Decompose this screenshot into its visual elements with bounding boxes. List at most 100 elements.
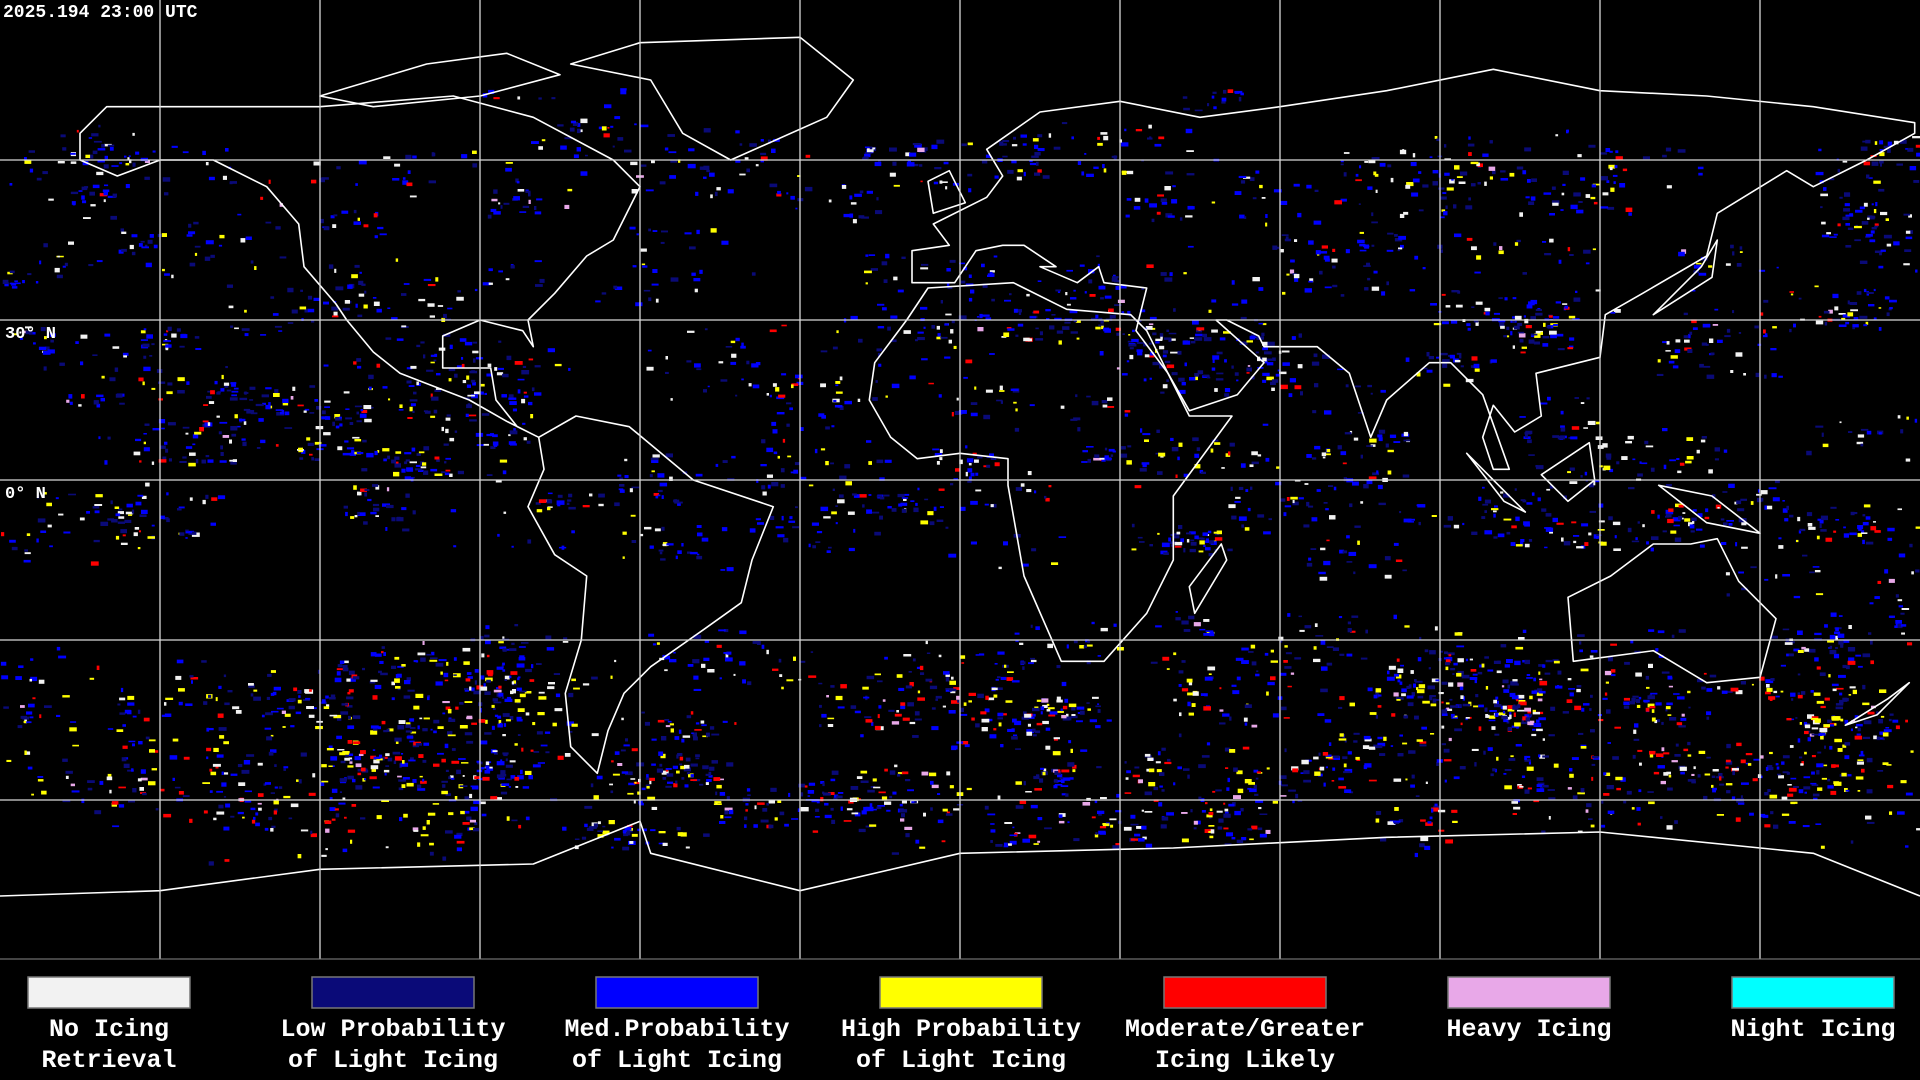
- icing-speckle: [1241, 647, 1249, 651]
- icing-speckle: [1769, 751, 1773, 755]
- icing-speckle: [416, 344, 421, 348]
- icing-speckle: [1376, 470, 1379, 474]
- icing-speckle: [448, 367, 456, 372]
- icing-speckle: [948, 339, 952, 344]
- icing-speckle: [1529, 695, 1533, 700]
- icing-speckle: [1515, 744, 1522, 747]
- icing-speckle: [968, 188, 972, 193]
- icing-speckle: [1835, 635, 1838, 641]
- icing-speckle: [97, 148, 106, 151]
- icing-speckle: [230, 426, 238, 431]
- icing-speckle: [1225, 453, 1231, 457]
- icing-speckle: [37, 518, 46, 523]
- icing-speckle: [168, 458, 172, 462]
- icing-speckle: [24, 549, 28, 552]
- icing-speckle: [752, 384, 760, 389]
- icing-speckle: [1152, 361, 1161, 366]
- icing-speckle: [1569, 692, 1574, 697]
- icing-speckle: [1591, 184, 1596, 188]
- icing-speckle: [665, 371, 669, 374]
- icing-speckle: [1786, 718, 1792, 721]
- icing-speckle: [339, 778, 347, 783]
- icing-speckle: [1451, 179, 1454, 181]
- icing-speckle: [724, 810, 729, 815]
- icing-speckle: [985, 154, 992, 158]
- icing-speckle: [1737, 802, 1745, 805]
- icing-speckle: [1019, 642, 1024, 645]
- icing-speckle: [27, 273, 32, 276]
- icing-speckle: [405, 493, 410, 498]
- icing-speckle: [1558, 259, 1562, 264]
- icing-speckle: [1099, 457, 1106, 460]
- icing-speckle: [1101, 400, 1108, 404]
- icing-speckle: [703, 833, 710, 837]
- icing-speckle: [1126, 770, 1131, 774]
- icing-speckle: [897, 773, 901, 777]
- icing-speckle: [1784, 642, 1793, 645]
- icing-speckle: [966, 787, 972, 791]
- icing-speckle: [290, 803, 299, 808]
- icing-speckle: [745, 803, 749, 806]
- icing-speckle: [1524, 789, 1530, 794]
- icing-speckle: [430, 393, 433, 398]
- icing-speckle: [207, 422, 211, 426]
- icing-speckle: [1241, 660, 1249, 664]
- icing-speckle: [931, 726, 939, 731]
- icing-speckle: [1183, 768, 1190, 771]
- icing-speckle: [725, 653, 729, 658]
- icing-speckle: [613, 285, 618, 289]
- icing-speckle: [1493, 513, 1496, 518]
- icing-speckle: [1600, 206, 1609, 209]
- icing-speckle: [68, 493, 76, 496]
- icing-speckle: [1322, 453, 1331, 456]
- icing-speckle: [1203, 544, 1206, 547]
- icing-speckle: [534, 392, 542, 396]
- icing-speckle: [920, 180, 923, 183]
- icing-speckle: [1868, 632, 1872, 635]
- icing-speckle: [854, 193, 862, 197]
- icing-speckle: [321, 410, 326, 415]
- icing-speckle: [464, 732, 473, 736]
- icing-speckle: [1308, 280, 1313, 283]
- icing-speckle: [1178, 684, 1182, 687]
- icing-speckle: [442, 712, 446, 715]
- icing-speckle: [1836, 687, 1844, 690]
- icing-speckle: [161, 427, 165, 430]
- icing-speckle: [283, 795, 291, 799]
- icing-speckle: [1345, 384, 1349, 388]
- icing-speckle: [1869, 239, 1876, 243]
- icing-speckle: [1506, 326, 1510, 331]
- icing-speckle: [1205, 802, 1208, 805]
- icing-speckle: [49, 333, 56, 337]
- icing-speckle: [403, 695, 411, 699]
- icing-speckle: [1039, 331, 1043, 336]
- icing-speckle: [1322, 456, 1326, 459]
- icing-speckle: [1823, 187, 1827, 191]
- icing-speckle: [1837, 168, 1841, 173]
- icing-speckle: [678, 763, 683, 766]
- icing-speckle: [677, 550, 682, 554]
- icing-speckle: [1344, 432, 1352, 435]
- icing-speckle: [193, 221, 199, 225]
- icing-speckle: [989, 270, 995, 273]
- icing-speckle: [1444, 172, 1450, 176]
- icing-speckle: [674, 736, 680, 740]
- icing-speckle: [1445, 205, 1448, 209]
- icing-speckle: [1193, 622, 1201, 627]
- icing-speckle: [1561, 537, 1564, 542]
- icing-speckle: [1487, 714, 1490, 718]
- icing-speckle: [1552, 517, 1558, 523]
- icing-speckle: [865, 719, 873, 723]
- icing-speckle: [1551, 200, 1560, 204]
- icing-speckle: [1460, 695, 1464, 699]
- icing-speckle: [1406, 685, 1410, 689]
- icing-speckle: [699, 166, 708, 170]
- icing-speckle: [1524, 659, 1530, 665]
- icing-speckle: [325, 828, 330, 833]
- icing-speckle: [107, 436, 111, 440]
- icing-speckle: [1329, 515, 1336, 520]
- icing-speckle: [1146, 264, 1154, 268]
- icing-speckle: [381, 720, 386, 725]
- icing-speckle: [540, 744, 548, 747]
- icing-speckle: [1203, 633, 1211, 636]
